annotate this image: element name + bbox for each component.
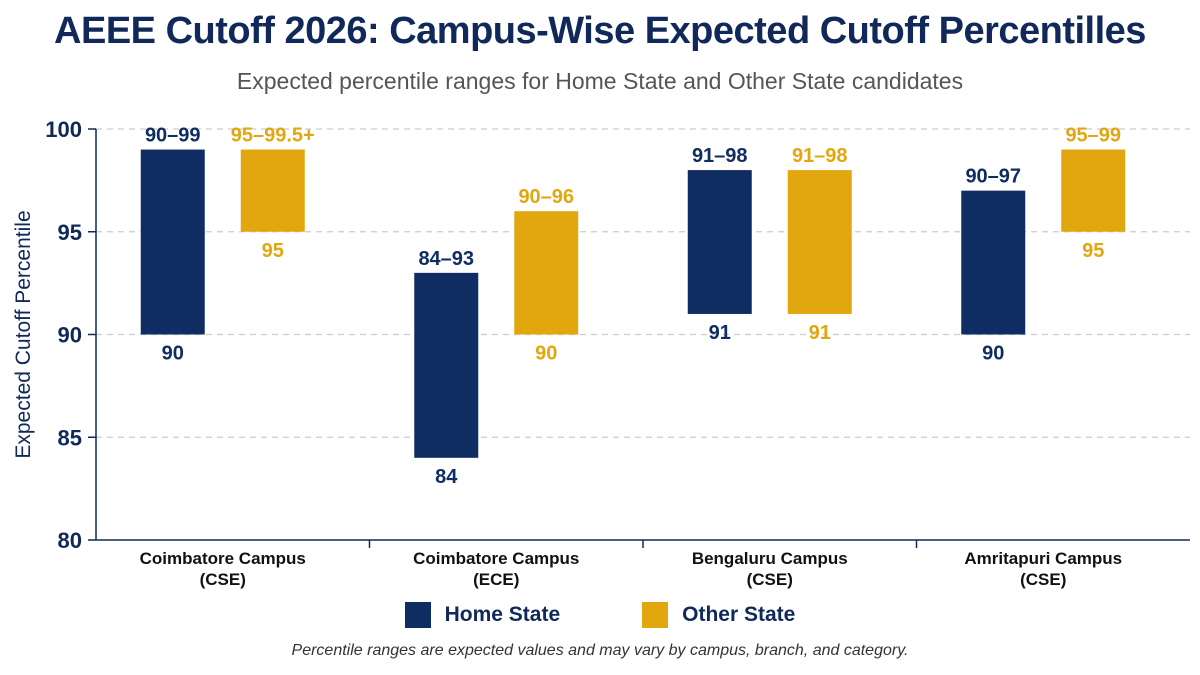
bar-home-2 [687,170,752,314]
legend-swatch-other-state [642,602,669,628]
bar-home-0 [140,149,205,335]
bar-other-2 [787,170,852,314]
range-label-other-2: 91–98 [792,145,848,167]
range-label-other-3: 95–99 [1065,125,1121,147]
legend-label-other-state: Other State [682,603,796,626]
x-category-label-0-0: Coimbatore Campus [140,549,306,568]
chart-subtitle: Expected percentile ranges for Home Stat… [236,68,964,94]
range-label-other-1: 90–96 [518,186,574,208]
x-category-label-3-0: Amritapuri Campus [964,549,1122,568]
bar-home-3 [961,190,1026,335]
legend-item-home-state: Home State [404,602,561,628]
bar-other-1 [514,211,579,335]
y-tick-label-85: 85 [58,425,82,450]
range-label-home-0: 90–99 [145,125,201,147]
range-label-home-1: 84–93 [418,248,474,270]
x-category-label-3-1: (CSE) [1020,570,1066,589]
bar-other-0 [240,149,305,232]
x-category-label-2-1: (CSE) [747,570,793,589]
low-label-other-1: 90 [535,343,557,365]
y-axis-label: Expected Cutoff Percentile [12,210,35,458]
bar-other-3 [1061,149,1126,232]
low-label-other-3: 95 [1082,240,1104,262]
range-label-home-3: 90–97 [965,166,1021,188]
low-label-home-0: 90 [162,343,184,365]
y-tick-label-90: 90 [58,323,82,348]
y-tick-label-80: 80 [58,528,82,553]
low-label-home-3: 90 [982,343,1004,365]
range-label-other-0: 95–99.5+ [231,125,315,147]
bar-home-1 [414,272,479,458]
range-label-home-2: 91–98 [692,145,748,167]
legend-item-other-state: Other State [642,602,795,628]
x-category-label-2-0: Bengaluru Campus [692,549,848,568]
legend-swatch-home-state [404,602,431,628]
x-category-label-1-1: (ECE) [473,570,519,589]
y-tick-label-95: 95 [58,220,82,245]
x-category-label-1-0: Coimbatore Campus [413,549,579,568]
low-label-other-2: 91 [809,322,831,344]
chart-title: AEEE Cutoff 2026: Campus-Wise Expected C… [54,10,1146,52]
legend: Home State Other State [0,602,1200,628]
x-category-label-0-1: (CSE) [200,570,246,589]
y-tick-label-100: 100 [45,117,82,142]
legend-label-home-state: Home State [444,603,561,626]
low-label-other-0: 95 [262,240,284,262]
low-label-home-2: 91 [709,322,731,344]
low-label-home-1: 84 [435,466,458,488]
footnote: Percentile ranges are expected values an… [291,642,909,659]
